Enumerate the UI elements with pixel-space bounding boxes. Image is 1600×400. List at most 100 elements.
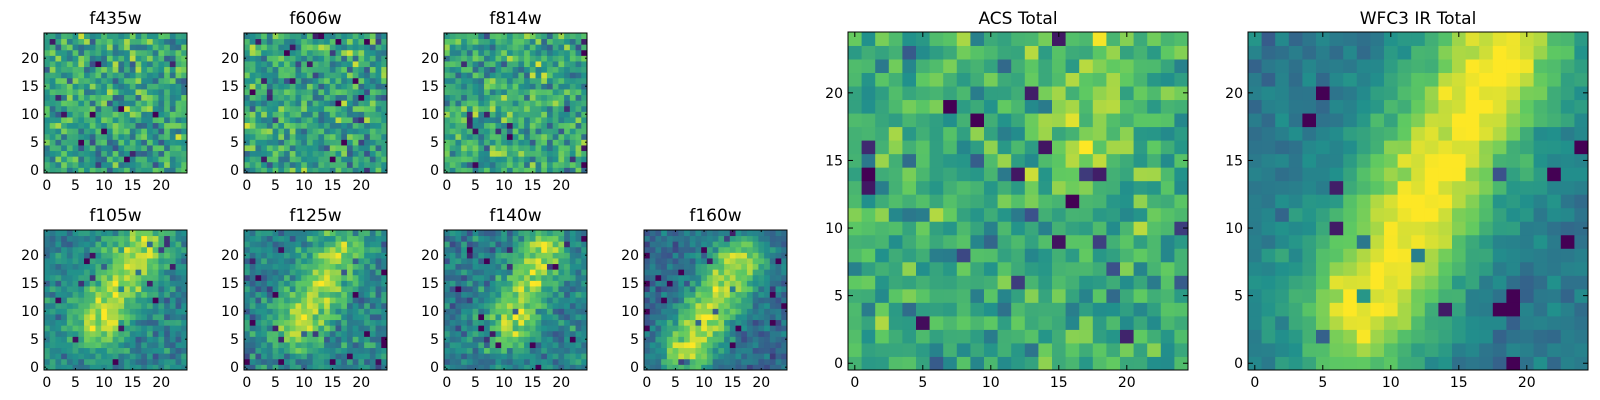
heatmap-cell [141, 33, 148, 40]
heatmap-cell [106, 117, 114, 124]
heatmap-cell [444, 297, 451, 304]
heatmap-cell [381, 117, 388, 124]
heatmap-cell [329, 89, 336, 96]
heatmap-cell [289, 280, 296, 287]
heatmap-cell [266, 302, 274, 309]
heatmap-cell [1120, 167, 1135, 182]
heatmap-cell [118, 83, 125, 90]
heatmap-cell [244, 274, 251, 281]
heatmap-cell [169, 263, 177, 270]
heatmap-cell [112, 297, 119, 304]
heatmap-cell [106, 83, 114, 90]
heatmap-cell [718, 235, 725, 242]
heatmap-cell [335, 330, 342, 337]
heatmap-cell [306, 353, 314, 360]
heatmap-cell [552, 330, 559, 337]
heatmap-cell [735, 314, 742, 321]
heatmap-cell [164, 150, 171, 157]
heatmap-cell [444, 347, 451, 354]
heatmap-cell [164, 139, 171, 146]
heatmap-cell [546, 358, 554, 365]
heatmap-cell [152, 246, 159, 253]
heatmap-cell [484, 314, 491, 321]
heatmap-cell [701, 297, 708, 304]
heatmap-cell [455, 161, 462, 168]
heatmap-cell [581, 161, 588, 168]
heatmap-cell [512, 66, 519, 73]
heatmap-cell [289, 297, 296, 304]
heatmap-cell [175, 314, 182, 321]
heatmap-cell [181, 55, 188, 62]
heatmap-cell [775, 302, 782, 309]
heatmap-cell [289, 150, 296, 157]
heatmap-cell [289, 230, 296, 237]
heatmap-cell [501, 38, 508, 45]
heatmap-cell [118, 117, 125, 124]
heatmap-cell [684, 302, 691, 309]
heatmap-cell [181, 167, 188, 174]
heatmap-cell [249, 235, 256, 242]
heatmap-cell [512, 33, 519, 40]
heatmap-cells [244, 230, 388, 371]
heatmap-cell [301, 230, 308, 237]
heatmap-cell [146, 342, 154, 349]
heatmap-cell [729, 263, 736, 270]
heatmap-cell [1065, 180, 1080, 195]
heatmap-cell [558, 263, 565, 270]
heatmap-cell [649, 319, 656, 326]
heatmap-cell [746, 358, 754, 365]
heatmap-cell [1052, 248, 1067, 263]
heatmap-cell [341, 133, 348, 140]
heatmap-cell [1106, 194, 1121, 209]
heatmap-cell [266, 252, 274, 259]
heatmap-cell [146, 353, 154, 360]
heatmap-cell [581, 358, 588, 365]
heatmap-cell [501, 133, 508, 140]
heatmap-cell [546, 325, 554, 332]
heatmap-cell [358, 319, 365, 326]
heatmap-cell [541, 72, 548, 79]
heatmap-cell [535, 353, 542, 360]
heatmap-cell [666, 274, 674, 281]
heatmap-cell [249, 55, 256, 62]
heatmap-cell [718, 258, 725, 265]
heatmap-cell [61, 122, 68, 129]
heatmap-cell [335, 258, 342, 265]
heatmap-cell [512, 286, 519, 293]
heatmap-cell [164, 72, 171, 79]
heatmap-cell [569, 336, 577, 343]
heatmap-cell [306, 274, 314, 281]
heatmap-cell [284, 55, 291, 62]
heatmap-cell [72, 325, 79, 332]
heatmap-cell [649, 280, 656, 287]
heatmap-cell [512, 353, 519, 360]
heatmap-cell [78, 161, 85, 168]
heatmap-cell [152, 145, 159, 152]
heatmap-cell [261, 66, 268, 73]
heatmap-cell [278, 83, 285, 90]
heatmap-cell [472, 241, 479, 248]
heatmap-cell [552, 302, 559, 309]
heatmap-cell [89, 72, 96, 79]
heatmap-cell [781, 286, 788, 293]
heatmap-cell [318, 156, 325, 163]
heatmap-cell [1038, 221, 1053, 236]
heatmap-cell [146, 111, 154, 118]
heatmap-cell [324, 252, 331, 259]
heatmap-cell [358, 145, 365, 152]
heatmap-cell [55, 353, 62, 360]
heatmap-cell [902, 234, 917, 249]
heatmap-cell [158, 38, 165, 45]
heatmap-cell [72, 286, 79, 293]
heatmap-cell [324, 61, 331, 68]
heatmap-cell [724, 297, 731, 304]
heatmap-cell [564, 347, 571, 354]
heatmap-cell [466, 358, 474, 365]
heatmap-cell [135, 280, 142, 287]
heatmap-cell [541, 297, 548, 304]
heatmap-cell [558, 111, 565, 118]
heatmap-cell [255, 235, 262, 242]
heatmap-cell [335, 133, 342, 140]
heatmap-cell [575, 325, 582, 332]
heatmap-cell [266, 269, 274, 276]
